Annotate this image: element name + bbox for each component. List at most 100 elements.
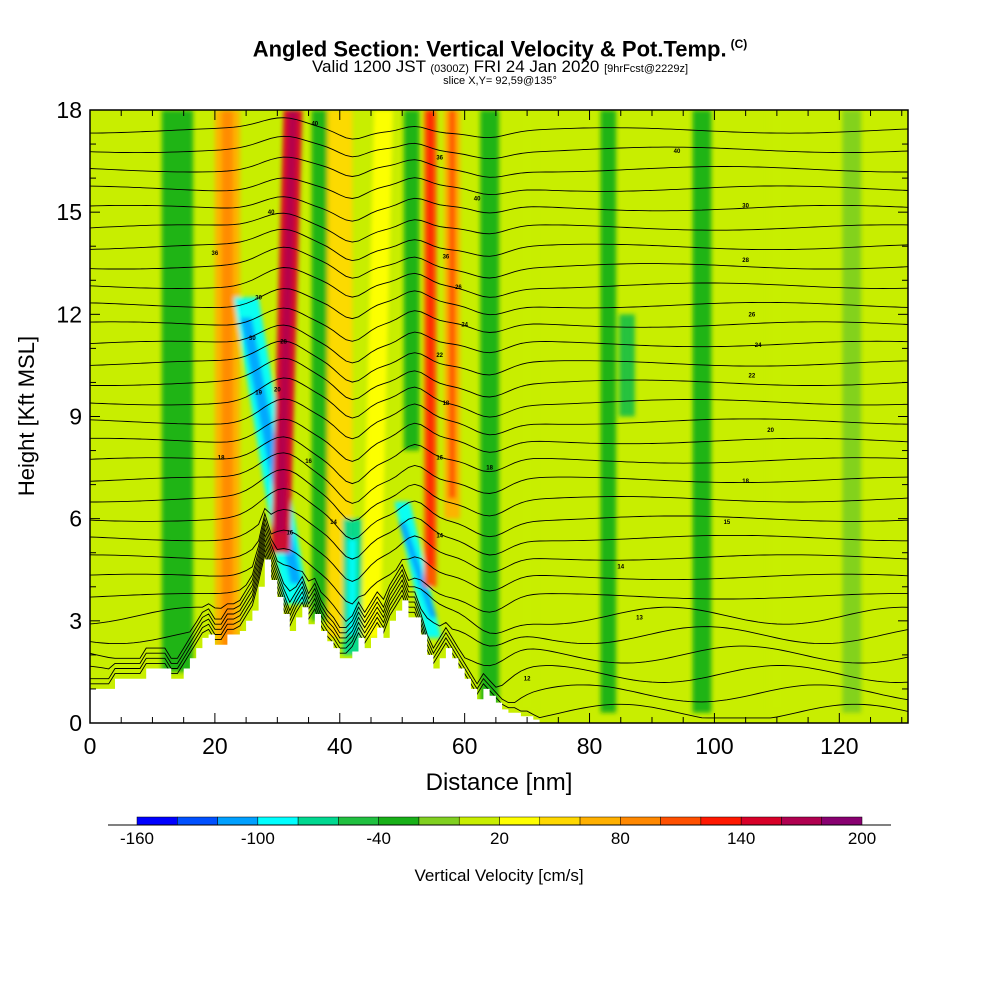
- colorbar-tick-label: 200: [848, 829, 876, 848]
- colorbar-swatch: [297, 816, 339, 826]
- isentrope-line: [90, 267, 908, 298]
- isentrope-line: [90, 117, 908, 140]
- isentrope-label: 40: [311, 122, 318, 128]
- velocity-band: [619, 314, 635, 417]
- title-tag: (C): [730, 37, 748, 51]
- chart-subtitle: Valid 1200 JST (0300Z) FRI 24 Jan 2020 […: [311, 57, 689, 77]
- isentrope-label: 12: [524, 677, 531, 683]
- colorbar-swatch: [821, 816, 863, 826]
- isentrope-line: [90, 488, 908, 540]
- colorbar-swatch: [378, 816, 420, 826]
- isentrope-label: 26: [749, 312, 756, 318]
- isentrope-line: [90, 522, 908, 623]
- isentrope-label: 36: [436, 156, 443, 162]
- colorbar-swatch: [257, 816, 299, 826]
- chart-title: Angled Section: Vertical Velocity & Pot.…: [252, 36, 748, 62]
- y-tick-label: 0: [69, 710, 82, 736]
- isentrope-line: [90, 288, 908, 320]
- velocity-band: [600, 110, 617, 713]
- isentrope-line: [90, 542, 908, 688]
- isentrope-line: [90, 228, 908, 262]
- isentrope-label: 14: [617, 564, 624, 570]
- x-axis-label: Distance [nm]: [426, 769, 573, 796]
- y-axis-label: Height [Kft MSL]: [14, 336, 39, 496]
- y-tick-label: 15: [56, 199, 82, 225]
- colorbar-swatch: [136, 816, 178, 826]
- velocity-band: [480, 110, 499, 706]
- isentrope-label: 18: [486, 466, 493, 472]
- isentrope-label: 20: [274, 387, 281, 393]
- isentrope-line: [90, 469, 908, 522]
- velocity-band: [361, 110, 393, 638]
- x-axis-ticks: 0 20 40 60 80 100 120: [84, 110, 903, 759]
- isentrope-line: [90, 511, 908, 582]
- isentrope-label: 18: [218, 455, 225, 461]
- velocity-band: [327, 110, 353, 638]
- colorbar-swatch: [217, 816, 259, 826]
- isentrope-label: 30: [255, 295, 262, 301]
- isentrope-line: [90, 527, 908, 634]
- y-tick-label: 9: [69, 404, 82, 430]
- velocity-band: [311, 110, 331, 621]
- x-tick-label: 40: [327, 733, 353, 759]
- x-tick-label: 120: [820, 733, 858, 759]
- isentrope-label: 16: [305, 459, 312, 465]
- isentrope-label: 16: [286, 530, 293, 536]
- isentrope-line: [90, 357, 908, 401]
- velocity-band: [842, 110, 862, 713]
- isentrope-line: [90, 156, 908, 178]
- colorbar-tick-label: 140: [727, 829, 755, 848]
- colorbar-swatch: [458, 816, 500, 826]
- isentrope-label: 36: [212, 251, 219, 257]
- isentrope-label: 18: [443, 401, 450, 407]
- isentrope-line: [90, 135, 908, 160]
- colorbar-swatch: [579, 816, 621, 826]
- velocity-band: [403, 110, 420, 451]
- isentrope-label: 22: [436, 353, 443, 359]
- isentrope-contours: [90, 117, 908, 719]
- valid-utc: (0300Z): [430, 63, 469, 76]
- y-axis-ticks: 0 36 9 12 15 18: [56, 97, 908, 736]
- isentrope-line: [90, 547, 908, 704]
- isentrope-label: 36: [443, 254, 450, 260]
- isentrope-label: 30: [742, 203, 749, 209]
- forecast-tag: [9hrFcst@2229z]: [604, 63, 689, 76]
- colorbar-tick-label: -100: [241, 829, 275, 848]
- x-tick-label: 100: [695, 733, 733, 759]
- isentrope-line: [90, 507, 908, 560]
- isentrope-line: [90, 418, 908, 462]
- x-tick-label: 60: [452, 733, 478, 759]
- isentrope-line: [90, 452, 908, 504]
- colorbar-tick-labels: -160 -100 -40 20 80 140 200: [120, 829, 876, 848]
- velocity-band: [517, 110, 537, 713]
- colorbar-swatch: [660, 816, 702, 826]
- colorbar-swatch: [499, 816, 541, 826]
- isentrope-label: 28: [742, 258, 749, 264]
- x-tick-label: 20: [202, 733, 228, 759]
- colorbar-swatch: [740, 816, 782, 826]
- isentrope-line: [90, 212, 908, 243]
- colorbar-label: Vertical Velocity [cm/s]: [414, 866, 583, 885]
- isentrope-line: [90, 340, 908, 383]
- colorbar: [108, 816, 891, 826]
- isentrope-label: 24: [461, 323, 468, 329]
- colorbar-swatch: [338, 816, 379, 826]
- isentrope-label: 19: [255, 391, 262, 397]
- isentrope-label: 40: [674, 149, 681, 155]
- isentrope-label: 16: [436, 455, 443, 461]
- velocity-band-core: [221, 110, 233, 669]
- colorbar-swatch: [177, 816, 218, 826]
- isentrope-label: 14: [436, 534, 443, 540]
- isentrope-line: [90, 246, 908, 279]
- isentrope-line: [90, 196, 908, 222]
- isentrope-line: [90, 537, 908, 667]
- isentrope-label: 40: [268, 210, 275, 216]
- velocity-band: [692, 110, 712, 713]
- isentrope-line: [90, 436, 908, 485]
- isentrope-label: 18: [742, 479, 749, 485]
- isentrope-line: [90, 177, 908, 199]
- isentrope-label: 30: [249, 336, 256, 342]
- isentrope-label: 28: [280, 340, 287, 346]
- isentrope-line: [90, 377, 908, 419]
